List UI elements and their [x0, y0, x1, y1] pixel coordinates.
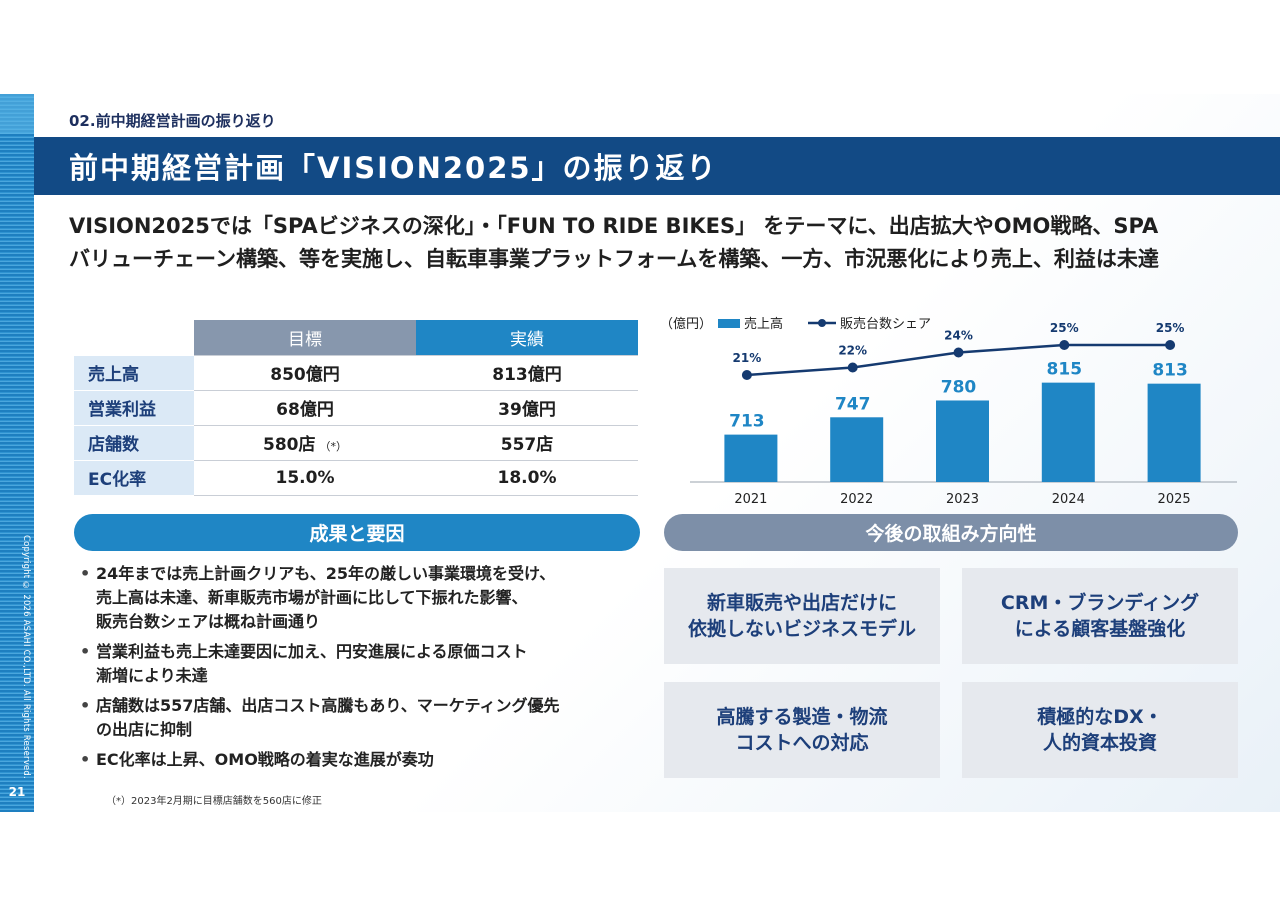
- table-row: 店舗数 580店 （*） 557店: [74, 424, 638, 461]
- bar-2024: [1041, 382, 1095, 482]
- header-target: 目標: [194, 320, 416, 355]
- row-label: EC化率: [74, 459, 194, 496]
- footnote: （*）2023年2月期に目標店舗数を560店に修正: [106, 796, 322, 807]
- page-title: 前中期経営計画「VISION2025」の振り返り: [69, 151, 718, 185]
- bar-value-label: 713: [729, 412, 765, 432]
- target-value: 850億円: [194, 354, 416, 391]
- header-actual: 実績: [416, 320, 638, 355]
- bar-2023: [936, 400, 989, 482]
- x-tick-label: 2021: [734, 492, 767, 507]
- future-box-business-model: 新車販売や出店だけに 依拠しないビジネスモデル: [664, 568, 940, 664]
- share-value-label: 21%: [733, 351, 762, 365]
- results-bullet: 24年までは売上計画クリアも、25年の厳しい事業環境を受け、 売上高は未達、新車…: [78, 562, 618, 634]
- chart-unit-label: （億円）: [660, 316, 712, 332]
- share-value-label: 25%: [1156, 321, 1185, 335]
- share-value-label: 22%: [838, 344, 867, 358]
- footnote-mark: （*）: [319, 440, 348, 453]
- table-corner: [74, 320, 194, 355]
- legend-bar-label: 売上高: [744, 316, 783, 332]
- side-strip: [0, 94, 34, 812]
- results-bullet: 店舗数は557店舗、出店コスト高騰もあり、マーケティング優先 の出店に抑制: [78, 694, 618, 742]
- actual-value: 18.0%: [416, 460, 638, 496]
- future-box-dx-hr: 積極的なDX・ 人的資本投資: [962, 682, 1238, 778]
- row-label: 売上高: [74, 354, 194, 391]
- bar-2022: [830, 417, 884, 482]
- table-header-row: 目標 実績: [74, 320, 638, 355]
- actual-value: 813億円: [416, 354, 638, 391]
- share-point-2023: [953, 347, 964, 358]
- legend-bar-swatch: [718, 319, 740, 328]
- row-label: 店舗数: [74, 424, 194, 461]
- share-point-2022: [847, 362, 858, 373]
- section-label: 02.前中期経営計画の振り返り: [69, 112, 276, 130]
- side-strip-highlight: [0, 94, 34, 134]
- kpi-table: 目標 実績 売上高 850億円 813億円 営業利益 68億円 39億円 店舗数…: [74, 320, 638, 496]
- actual-value: 557店: [416, 425, 638, 461]
- table-row: 営業利益 68億円 39億円: [74, 389, 638, 426]
- sales-share-chart: （億円） 売上高 販売台数シェア 713 2021 747 2022 780 2023 815 20…: [660, 316, 1237, 507]
- share-point-2021: [741, 370, 752, 380]
- x-tick-label: 2023: [946, 492, 979, 507]
- target-value: 68億円: [194, 390, 416, 426]
- bar-value-label: 780: [941, 377, 977, 397]
- page-number: 21: [8, 785, 26, 799]
- target-value: 580店 （*）: [194, 425, 416, 461]
- actual-value: 39億円: [416, 390, 638, 426]
- bar-2025: [1147, 383, 1201, 482]
- share-point-2025: [1165, 340, 1176, 350]
- legend-line-label: 販売台数シェア: [840, 316, 931, 332]
- bar-value-label: 747: [835, 394, 871, 414]
- copyright-text: Copyright © 2026 ASAHI CO.,LTD. All Righ…: [21, 535, 31, 779]
- results-heading: 成果と要因: [74, 514, 640, 551]
- share-value-label: 25%: [1050, 321, 1079, 335]
- lead-line-2: バリューチェーン構築、等を実施し、自転車事業プラットフォームを構築、一方、市況悪…: [69, 247, 1159, 271]
- table-row: 売上高 850億円 813億円: [74, 354, 638, 391]
- results-bullet: 営業利益も売上未達要因に加え、円安進展による原価コスト 漸増により未達: [78, 640, 618, 688]
- future-box-cost: 高騰する製造・物流 コストへの対応: [664, 682, 940, 778]
- x-tick-label: 2025: [1158, 492, 1191, 507]
- row-label: 営業利益: [74, 389, 194, 426]
- x-tick-label: 2024: [1052, 492, 1085, 507]
- title-bar: [34, 137, 1280, 195]
- results-bullet: EC化率は上昇、OMO戦略の着実な進展が奏功: [78, 748, 618, 772]
- share-point-2024: [1059, 340, 1070, 350]
- share-value-label: 24%: [944, 329, 973, 343]
- legend-line-marker: [818, 319, 826, 327]
- table-row: EC化率 15.0% 18.0%: [74, 459, 638, 496]
- bar-value-label: 813: [1152, 361, 1188, 381]
- target-value: 15.0%: [194, 460, 416, 496]
- bar-value-label: 815: [1047, 360, 1083, 380]
- bar-2021: [724, 434, 778, 482]
- future-box-crm-branding: CRM・ブランディング による顧客基盤強化: [962, 568, 1238, 664]
- lead-line-1: VISION2025では「SPAビジネスの深化」・「FUN TO RIDE BI…: [69, 214, 1159, 238]
- x-tick-label: 2022: [840, 492, 873, 507]
- future-heading: 今後の取組み方向性: [664, 514, 1238, 551]
- results-bullet-list: 24年までは売上計画クリアも、25年の厳しい事業環境を受け、 売上高は未達、新車…: [78, 562, 618, 778]
